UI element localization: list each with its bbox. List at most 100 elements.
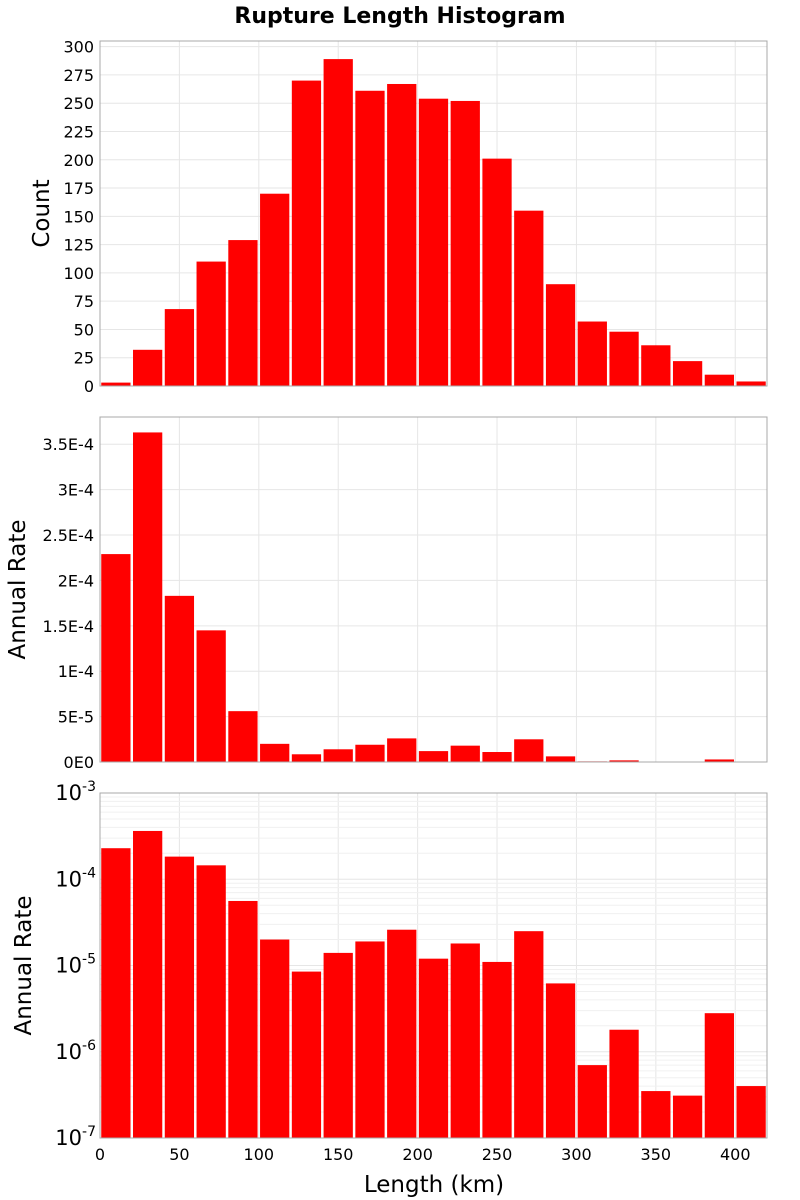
bar <box>482 752 512 762</box>
bar <box>418 958 449 1138</box>
y-tick-label: 25 <box>74 349 94 368</box>
bar <box>196 261 226 386</box>
y-tick-label: 3.5E-4 <box>42 435 94 454</box>
bar <box>514 931 544 1138</box>
y-tick-label: 1.5E-4 <box>42 617 94 636</box>
bar <box>641 1091 671 1138</box>
bar <box>672 361 703 386</box>
x-tick-label: 100 <box>244 1145 275 1164</box>
bar <box>164 856 195 1138</box>
bar <box>323 59 353 387</box>
x-tick-label: 250 <box>482 1145 513 1164</box>
bar-series <box>101 59 766 387</box>
bar <box>228 900 258 1138</box>
bar <box>482 158 512 386</box>
bar <box>609 760 639 762</box>
y-tick-label: 150 <box>63 207 94 226</box>
plot-frame <box>99 40 768 387</box>
bar <box>133 432 163 762</box>
bar-series <box>101 830 766 1138</box>
bar <box>641 345 671 386</box>
y-tick-label: 275 <box>63 66 94 85</box>
y-tick-label: 175 <box>63 179 94 198</box>
bar <box>133 349 163 386</box>
x-axis-label: Length (km) <box>364 1172 504 1198</box>
bar <box>577 1065 607 1138</box>
y-tick-label: 3E-4 <box>58 481 94 500</box>
bar <box>609 1029 639 1138</box>
y-tick-label: 50 <box>74 320 94 339</box>
y-tick-label: 10-4 <box>55 865 96 891</box>
bar <box>260 743 290 762</box>
y-tick-label: 125 <box>63 236 94 255</box>
y-tick-label: 10-5 <box>55 952 96 978</box>
y-tick-label: 2E-4 <box>58 571 94 590</box>
x-tick-label: 300 <box>561 1145 592 1164</box>
bar <box>228 240 258 386</box>
bar <box>450 100 480 387</box>
bar <box>450 745 480 762</box>
bar <box>355 90 385 386</box>
bar <box>260 193 290 386</box>
x-tick-label: 0 <box>95 1145 105 1164</box>
x-tick-label: 350 <box>641 1145 672 1164</box>
bar <box>101 848 131 1138</box>
y-tick-label: 100 <box>63 264 94 283</box>
bar <box>291 971 322 1138</box>
y-tick-label: 0 <box>84 377 94 396</box>
panel-3: 10-7 10-6 10-5 10-4 10-3 Annual Rate 0 50 100 150… <box>11 779 768 1164</box>
bar <box>704 759 734 762</box>
panel-2: 0E0 5E-5 1E-4 1.5E-4 2E-4 2.5E-4 3E-4 3.5E-4 Ann… <box>5 416 768 772</box>
y-tick-label: 1E-4 <box>58 662 94 681</box>
bar <box>704 374 734 386</box>
bar <box>101 382 131 386</box>
x-tick-label: 50 <box>169 1145 189 1164</box>
bar <box>196 630 226 762</box>
bar <box>291 80 322 387</box>
panel-1: 0 25 50 75 100 125 150 175 200 225 250 275 300 Count <box>29 38 768 396</box>
y-tick-label: 225 <box>63 122 94 141</box>
bar <box>164 309 195 386</box>
bar-series <box>101 432 766 762</box>
bar <box>323 749 353 762</box>
bar <box>387 83 417 386</box>
bar <box>260 939 290 1138</box>
chart-panels: 0 25 50 75 100 125 150 175 200 225 250 275 300 Count 0… <box>5 38 768 1164</box>
chart-title: Rupture Length Histogram <box>234 4 565 29</box>
y-tick-label: 10-6 <box>55 1038 96 1064</box>
bar <box>545 284 576 386</box>
y-tick-label: 75 <box>74 292 94 311</box>
bar <box>291 754 322 762</box>
bar <box>736 381 766 386</box>
y-tick-label: 2.5E-4 <box>42 526 94 545</box>
bar <box>133 830 163 1138</box>
y-tick-label: 10-3 <box>55 779 96 805</box>
bar <box>577 321 607 386</box>
y-axis-label: Count <box>29 179 55 247</box>
y-axis-label: Annual Rate <box>5 520 31 660</box>
bar <box>387 738 417 762</box>
x-tick-label: 150 <box>323 1145 354 1164</box>
bar <box>450 943 480 1138</box>
bar <box>672 1095 703 1138</box>
y-tick-label: 200 <box>63 151 94 170</box>
y-tick-label: 5E-5 <box>58 708 94 727</box>
x-tick-label: 400 <box>720 1145 751 1164</box>
bar <box>514 739 544 762</box>
bar <box>164 595 195 762</box>
y-tick-label: 10-7 <box>55 1124 96 1150</box>
bar <box>545 756 576 762</box>
bar <box>418 751 449 762</box>
bar <box>704 1013 734 1138</box>
bar <box>545 983 576 1138</box>
bar <box>514 210 544 386</box>
y-axis-label: Annual Rate <box>11 896 37 1036</box>
bar <box>736 1086 766 1138</box>
bar <box>228 711 258 762</box>
bar <box>387 929 417 1138</box>
x-tick-label: 200 <box>402 1145 433 1164</box>
y-tick-label: 300 <box>63 38 94 57</box>
bar <box>609 331 639 386</box>
bar <box>418 98 449 386</box>
